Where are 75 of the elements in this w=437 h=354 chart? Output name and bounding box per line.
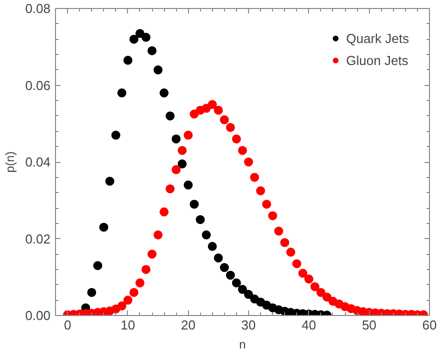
point: [166, 111, 175, 120]
x-tick-label: 40: [302, 318, 316, 332]
point: [172, 134, 181, 144]
point: [105, 176, 114, 186]
point: [292, 259, 302, 268]
point: [87, 288, 96, 297]
point: [190, 200, 199, 209]
x-tick-label: 10: [120, 318, 136, 332]
point: [220, 115, 229, 124]
point: [286, 248, 296, 257]
x-tick-label: 0: [64, 318, 72, 332]
point: [256, 186, 266, 196]
legend-label: Quark Jets: [346, 30, 409, 46]
x-tick-label: 60: [422, 318, 437, 332]
point: [202, 230, 211, 240]
point: [268, 211, 278, 220]
point: [129, 288, 138, 297]
x-axis-title: n: [239, 338, 246, 352]
point: [226, 270, 235, 280]
point: [244, 290, 254, 299]
point: [322, 292, 332, 302]
point: [208, 242, 217, 251]
x-tick-label: 50: [362, 318, 376, 332]
point: [274, 226, 284, 236]
point: [214, 106, 223, 115]
point: [123, 56, 132, 65]
point: [232, 278, 241, 288]
point: [129, 34, 138, 44]
point: [172, 165, 181, 174]
x-tick-label: 20: [180, 318, 196, 332]
point: [141, 264, 150, 274]
y-tick-label: 0.02: [25, 231, 51, 246]
point: [298, 268, 308, 278]
point: [111, 130, 120, 140]
point: [214, 253, 223, 262]
point: [135, 278, 144, 288]
point: [280, 238, 290, 248]
point: [262, 200, 272, 209]
point: [135, 28, 144, 38]
point: [316, 288, 326, 297]
point: [93, 261, 102, 270]
point: [117, 88, 126, 98]
point: [232, 134, 241, 144]
point: [166, 184, 175, 194]
point: [160, 88, 169, 98]
x-tick-label: 30: [241, 318, 256, 332]
point: [148, 250, 157, 259]
point: [304, 274, 314, 284]
point: [117, 301, 126, 310]
point: [226, 122, 235, 132]
point: [244, 158, 254, 166]
point: [310, 282, 320, 292]
point: [154, 230, 163, 240]
point: [123, 296, 132, 305]
point: [160, 207, 169, 216]
point: [250, 172, 260, 182]
point: [208, 100, 217, 109]
point: [184, 130, 193, 140]
point: [99, 222, 108, 232]
point: [220, 263, 229, 272]
y-tick-label: 0.08: [25, 1, 51, 16]
point: [184, 180, 193, 190]
y-tick-label: 0.00: [25, 308, 51, 323]
legend-label: Gluon Jets: [346, 52, 408, 68]
point: [178, 146, 187, 155]
point: [238, 284, 247, 294]
point: [154, 65, 163, 74]
point: [141, 32, 150, 42]
y-tick-label: 0.06: [25, 78, 51, 93]
y-tick-label: 0.04: [25, 154, 51, 170]
point: [196, 215, 205, 224]
point: [148, 46, 157, 56]
point: [178, 159, 187, 168]
point: [238, 146, 247, 155]
y-axis-title: p(n): [3, 151, 18, 173]
